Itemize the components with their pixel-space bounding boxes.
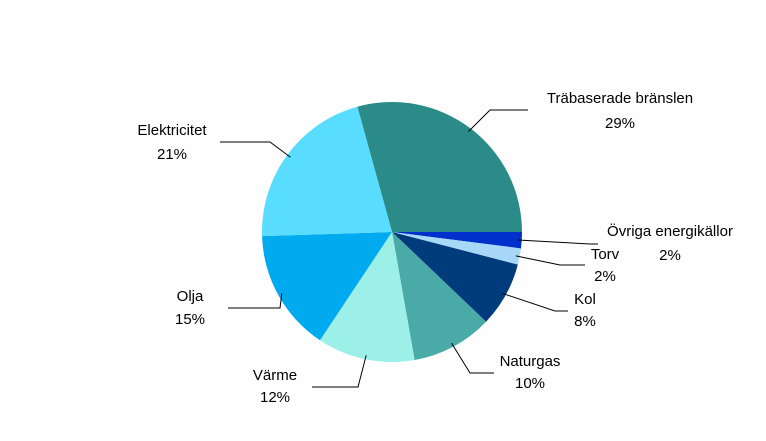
slice-label: Torv	[591, 246, 620, 263]
pie-slice	[392, 232, 487, 361]
leader-line	[228, 293, 283, 309]
leader-line	[502, 292, 568, 312]
slice-value-label: 15%	[175, 311, 205, 328]
pie-slice	[262, 232, 392, 341]
slice-value-label: 29%	[605, 115, 635, 132]
pie-slice	[262, 106, 392, 237]
slice-value-label: 12%	[260, 389, 290, 406]
slice-label: Kol	[574, 291, 596, 308]
leader-line	[515, 255, 585, 266]
slice-value-label: 2%	[659, 247, 681, 264]
pie-slice	[392, 232, 521, 265]
slice-label: Elektricitet	[137, 122, 207, 139]
pie-slice	[357, 101, 522, 232]
slice-label: Träbaserade bränslen	[547, 90, 693, 107]
slice-value-label: 21%	[157, 146, 187, 163]
leader-line	[312, 355, 367, 388]
leader-line	[451, 342, 494, 374]
slice-label: Naturgas	[500, 353, 561, 370]
slice-label: Övriga energikällor	[607, 222, 733, 240]
pie-slice	[392, 232, 522, 249]
leader-line	[220, 141, 291, 158]
slice-value-label: 2%	[594, 268, 616, 285]
slice-label: Olja	[177, 288, 204, 305]
pie-slice	[392, 232, 518, 322]
leader-line	[517, 239, 598, 245]
slice-value-label: 8%	[574, 313, 596, 330]
slice-label: Värme	[253, 367, 297, 384]
leader-line	[468, 109, 528, 133]
slice-value-label: 10%	[515, 375, 545, 392]
pie-slice	[319, 232, 415, 362]
